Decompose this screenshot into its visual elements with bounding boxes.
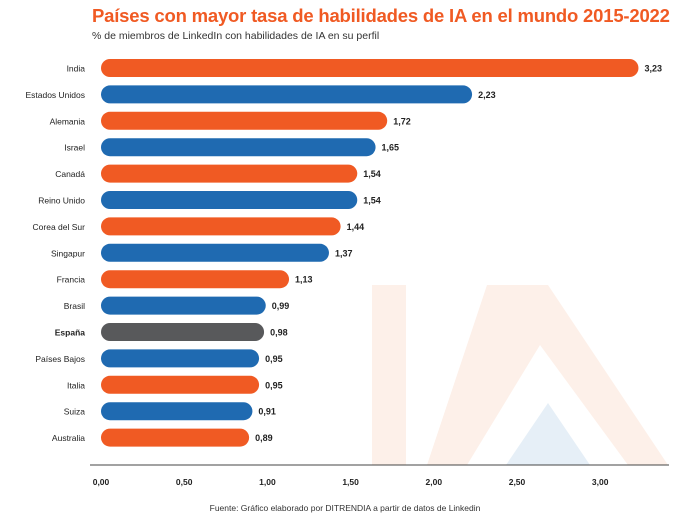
value-label: 1,72 bbox=[393, 116, 411, 126]
bar-canada bbox=[101, 164, 358, 183]
chart-source: Fuente: Gráfico elaborado por DITRENDIA … bbox=[209, 503, 481, 513]
value-label: 0,95 bbox=[265, 380, 283, 390]
bar-paises-bajos bbox=[101, 349, 260, 368]
category-label: Singapur bbox=[51, 248, 85, 258]
category-label: Francia bbox=[57, 275, 86, 285]
category-label: Corea del Sur bbox=[33, 222, 86, 232]
bar-estados-unidos bbox=[101, 85, 473, 104]
x-tick-label: 1,00 bbox=[259, 477, 276, 487]
x-tick-label: 0,50 bbox=[176, 477, 193, 487]
category-label: Alemania bbox=[50, 116, 86, 126]
bar-israel bbox=[101, 138, 376, 157]
bar-australia bbox=[101, 428, 250, 447]
bar-italia bbox=[101, 375, 260, 394]
x-tick-label: 0,00 bbox=[93, 477, 110, 487]
value-label: 1,54 bbox=[363, 169, 381, 179]
value-label: 1,54 bbox=[363, 196, 381, 206]
category-label: India bbox=[67, 64, 86, 74]
bar-india bbox=[101, 59, 639, 77]
bar-alemania bbox=[101, 111, 388, 130]
value-label: 1,44 bbox=[347, 222, 365, 232]
chart-subtitle: % de miembros de LinkedIn con habilidade… bbox=[92, 30, 380, 42]
x-tick-label: 1,50 bbox=[342, 477, 359, 487]
category-label: Países Bajos bbox=[35, 354, 85, 364]
category-label: Brasil bbox=[64, 301, 85, 311]
bar-francia bbox=[101, 270, 290, 289]
value-label: 0,99 bbox=[272, 301, 290, 311]
category-label: Suiza bbox=[64, 407, 86, 417]
value-label: 3,23 bbox=[644, 64, 662, 74]
x-tick-label: 2,00 bbox=[426, 477, 443, 487]
value-label: 2,23 bbox=[478, 90, 496, 100]
category-label: España bbox=[55, 328, 86, 338]
category-label: Italia bbox=[67, 380, 85, 390]
x-tick-label: 3,00 bbox=[592, 477, 609, 487]
bar-corea-del-sur bbox=[101, 217, 341, 236]
category-label: Reino Unido bbox=[38, 196, 85, 206]
value-label: 1,65 bbox=[382, 143, 400, 153]
watermark-ia bbox=[372, 285, 668, 465]
value-label: 0,98 bbox=[270, 328, 288, 338]
bar-reino-unido bbox=[101, 191, 358, 209]
value-label: 0,89 bbox=[255, 433, 273, 443]
bar-espana bbox=[101, 323, 265, 341]
bar-suiza bbox=[101, 402, 253, 421]
chart-title: Países con mayor tasa de habilidades de … bbox=[92, 5, 670, 26]
category-label: Estados Unidos bbox=[25, 90, 85, 100]
value-label: 0,95 bbox=[265, 354, 283, 364]
bar-singapur bbox=[101, 243, 329, 262]
bar-brasil bbox=[101, 296, 266, 315]
x-tick-label: 2,50 bbox=[509, 477, 526, 487]
category-label: Australia bbox=[52, 433, 85, 443]
category-label: Canadá bbox=[55, 169, 85, 179]
value-label: 1,13 bbox=[295, 275, 313, 285]
category-label: Israel bbox=[64, 143, 85, 153]
value-label: 0,91 bbox=[258, 407, 276, 417]
value-label: 1,37 bbox=[335, 248, 353, 258]
